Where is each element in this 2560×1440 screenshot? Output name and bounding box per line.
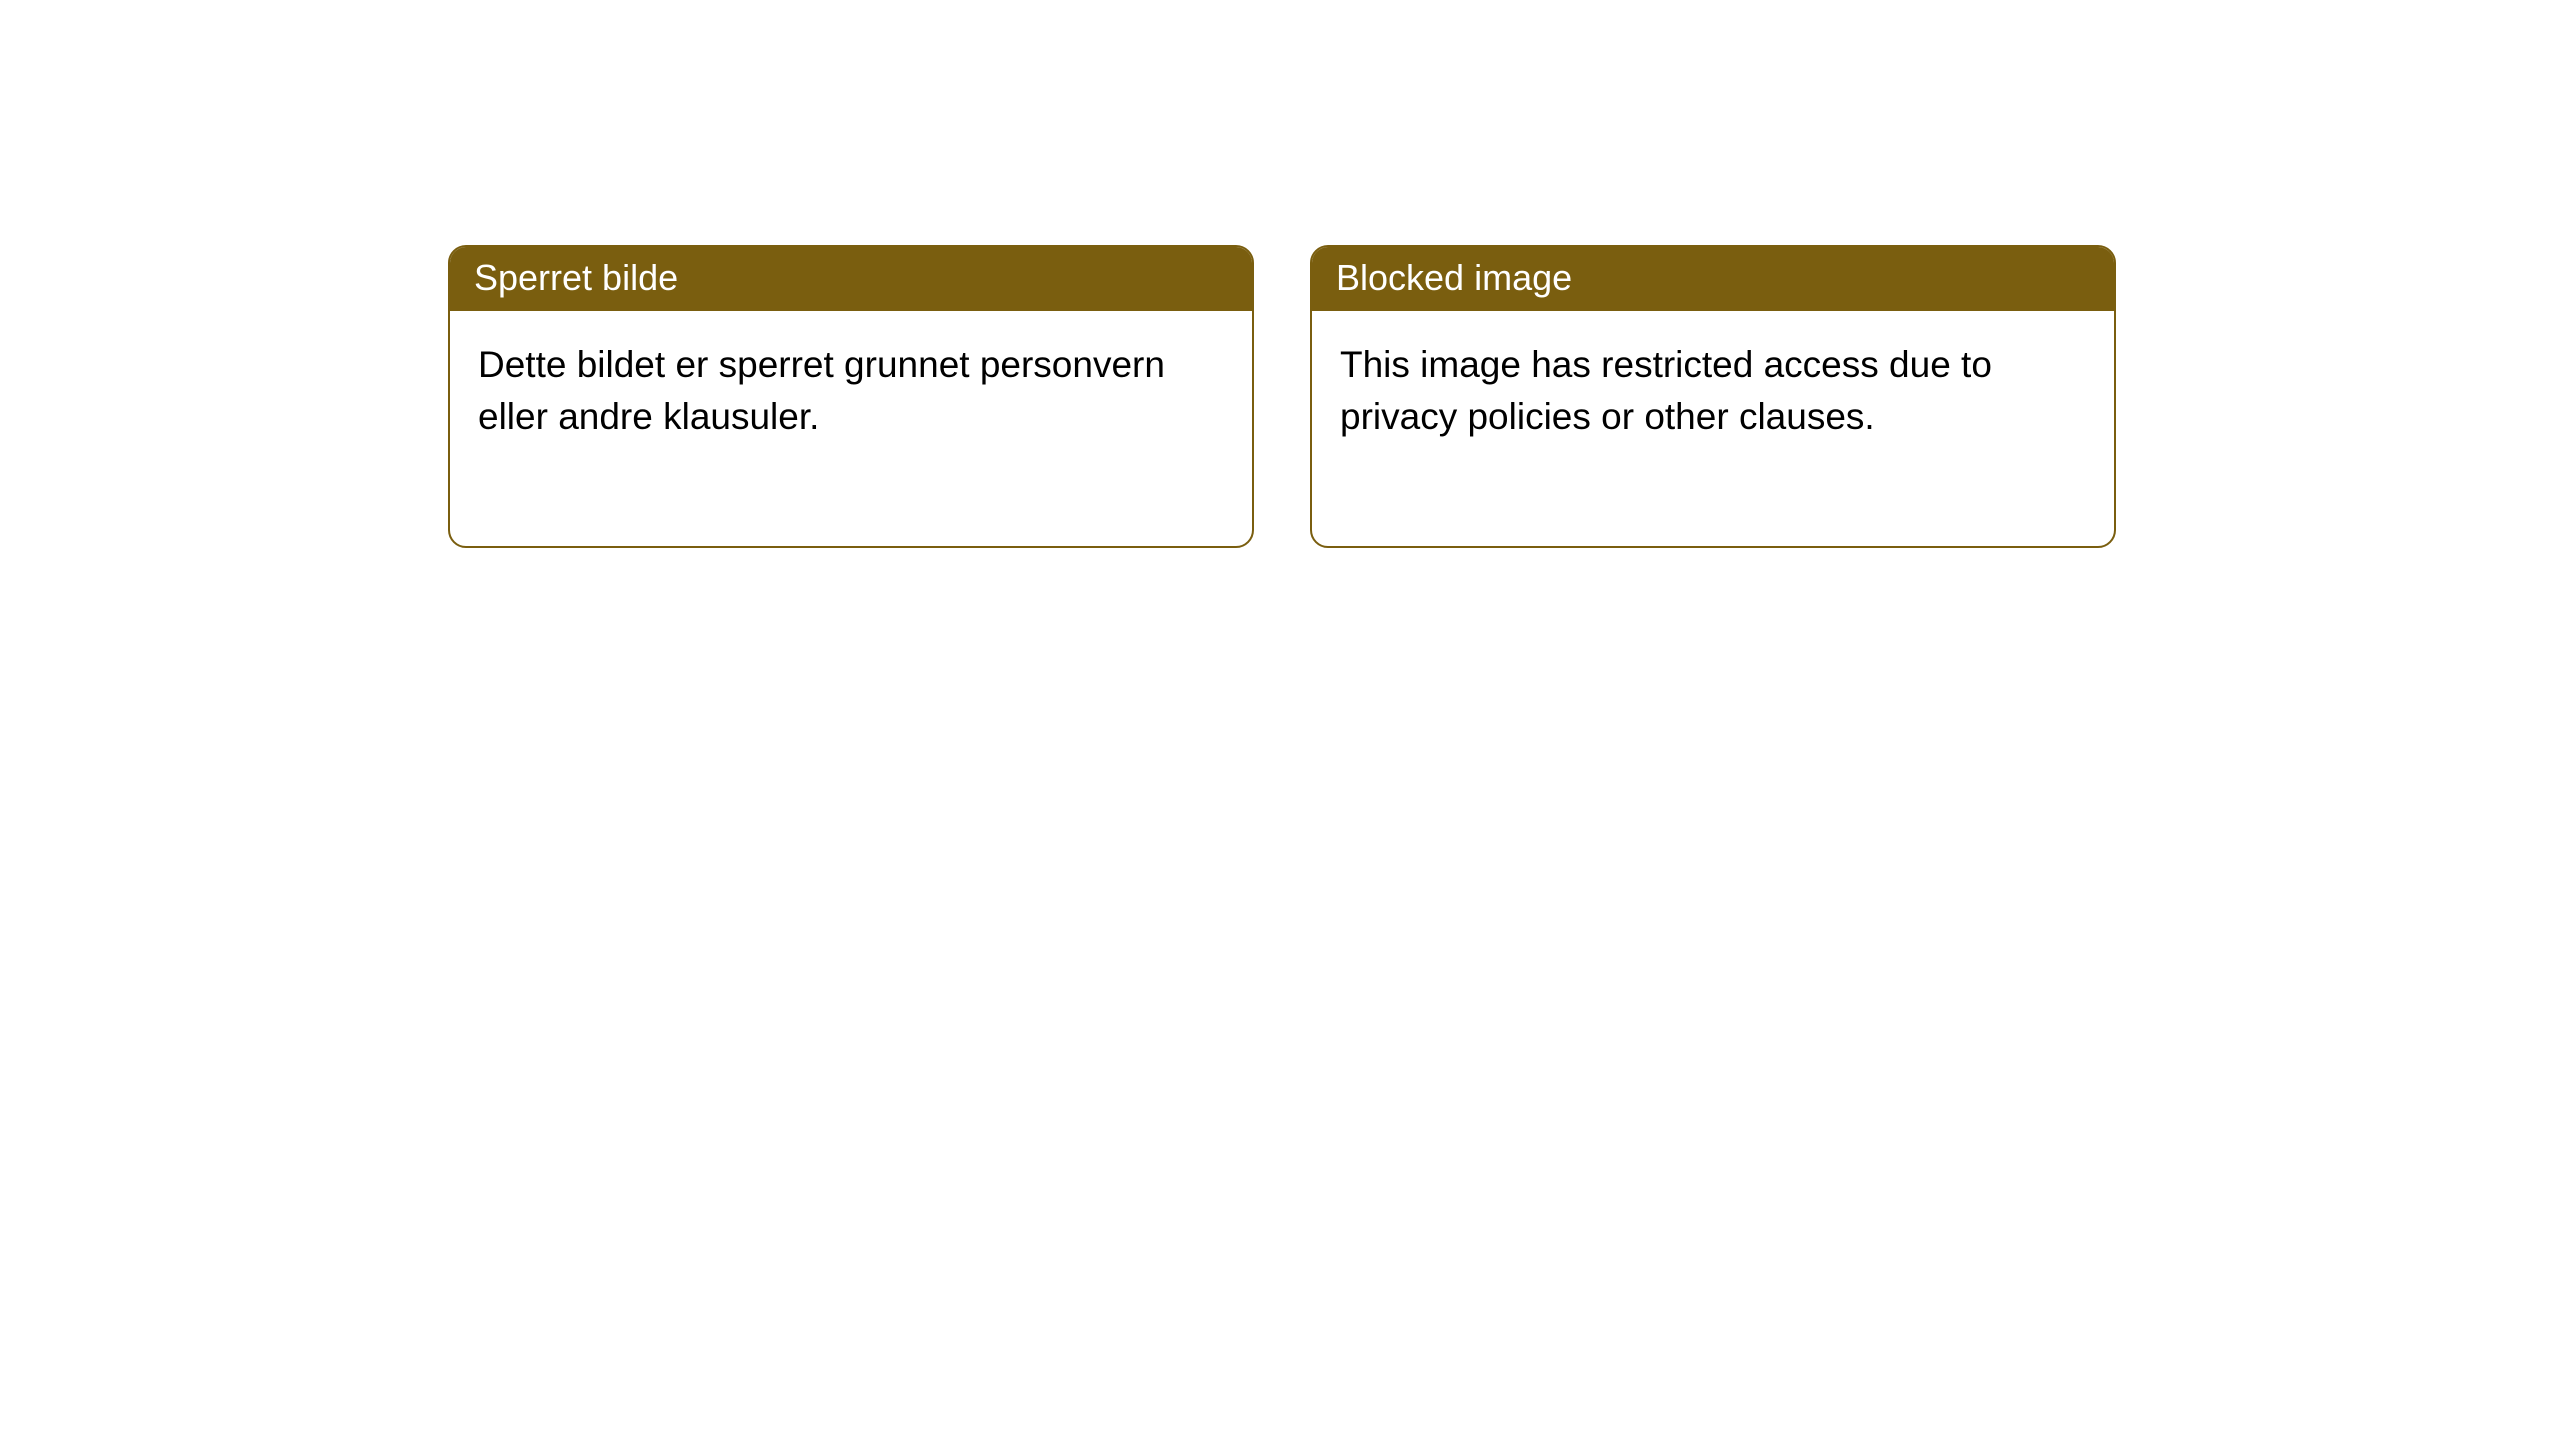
notice-card-english: Blocked image This image has restricted …: [1310, 245, 2116, 548]
notice-body: Dette bildet er sperret grunnet personve…: [450, 311, 1252, 546]
notice-card-norwegian: Sperret bilde Dette bildet er sperret gr…: [448, 245, 1254, 548]
notice-header: Sperret bilde: [450, 247, 1252, 311]
notice-body: This image has restricted access due to …: [1312, 311, 2114, 546]
notice-container: Sperret bilde Dette bildet er sperret gr…: [0, 0, 2560, 548]
notice-header: Blocked image: [1312, 247, 2114, 311]
